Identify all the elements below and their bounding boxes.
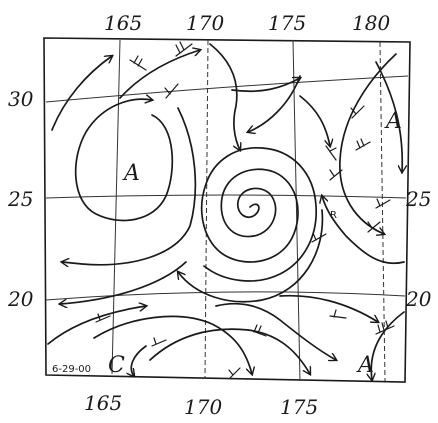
meridian-170	[204, 39, 209, 379]
streamline-ne-flow	[231, 78, 300, 93]
streamline-south-arc-2	[149, 328, 310, 374]
date-stamp: 6-29-00	[52, 364, 91, 375]
streamline-west-band	[60, 261, 187, 304]
streamline-north-central	[248, 75, 301, 132]
lat-label-left: 20	[7, 287, 34, 311]
streamline-south-east	[279, 294, 378, 322]
vortex-outer-arm	[178, 209, 324, 303]
lon-label-top: 175	[268, 11, 306, 35]
anticyclone-east-loop	[339, 53, 397, 234]
wind-barbs	[95, 41, 395, 379]
lon-label-top: 165	[104, 11, 142, 35]
wind-barb	[375, 320, 395, 335]
anticyclone-marker: A	[384, 109, 402, 134]
parallel-20	[45, 291, 406, 301]
lon-label-bottom: 175	[280, 395, 318, 419]
wind-barb	[151, 337, 167, 347]
lat-label-left: 30	[8, 87, 34, 111]
wind-barb	[175, 41, 193, 57]
wind-barb	[228, 367, 241, 379]
parallel-30	[45, 75, 409, 103]
wind-barb	[329, 309, 347, 319]
streamline-sw-loop	[62, 107, 197, 265]
streamline-south-central	[215, 302, 336, 360]
streamline-west-inflow	[51, 56, 112, 131]
anticyclone-marker: A	[122, 161, 140, 186]
graticule	[45, 39, 409, 382]
wind-barb	[367, 221, 381, 233]
streamline-se-anticyclone	[371, 311, 405, 380]
wind-barb	[95, 313, 111, 323]
map-frame	[43, 37, 411, 383]
anticyclone-west-loop	[74, 99, 174, 222]
meridian-175	[292, 39, 301, 382]
lon-label-bottom: 165	[84, 391, 122, 415]
small-annotation: R	[330, 210, 337, 221]
meridian-165	[111, 39, 121, 375]
wind-barb	[129, 55, 147, 71]
wind-barb	[329, 169, 343, 181]
wind-barb	[355, 138, 371, 151]
meridian-180	[379, 41, 386, 382]
streamlines	[47, 43, 405, 380]
streamline-nw-arc	[119, 50, 200, 99]
wind-barb	[311, 232, 327, 243]
streamline-north-arc	[209, 43, 240, 150]
streamline-east-descend	[299, 95, 330, 146]
lat-label-right: 25	[405, 187, 431, 211]
streamline-s-cyclone	[131, 345, 147, 376]
lat-label-right: 20	[405, 287, 432, 311]
lon-label-bottom: 170	[184, 395, 222, 419]
streamline-south-west	[47, 306, 146, 345]
central-vortex-spiral	[200, 147, 317, 282]
streamline-far-east	[375, 61, 402, 172]
streamline-south-arc-1	[93, 315, 252, 374]
lon-label-top: 180	[352, 11, 390, 35]
wind-barb	[325, 145, 337, 161]
anticyclone-marker: A	[356, 353, 374, 378]
cyclone-marker: C	[108, 353, 125, 378]
parallel-25	[45, 194, 407, 199]
wind-barb	[164, 83, 179, 99]
lon-label-top: 170	[186, 11, 224, 35]
wind-barb	[249, 324, 267, 337]
streamline-east-ridge	[322, 196, 405, 265]
lat-label-left: 25	[7, 187, 33, 211]
wind-barb	[375, 198, 391, 209]
wind-barb	[350, 105, 365, 119]
